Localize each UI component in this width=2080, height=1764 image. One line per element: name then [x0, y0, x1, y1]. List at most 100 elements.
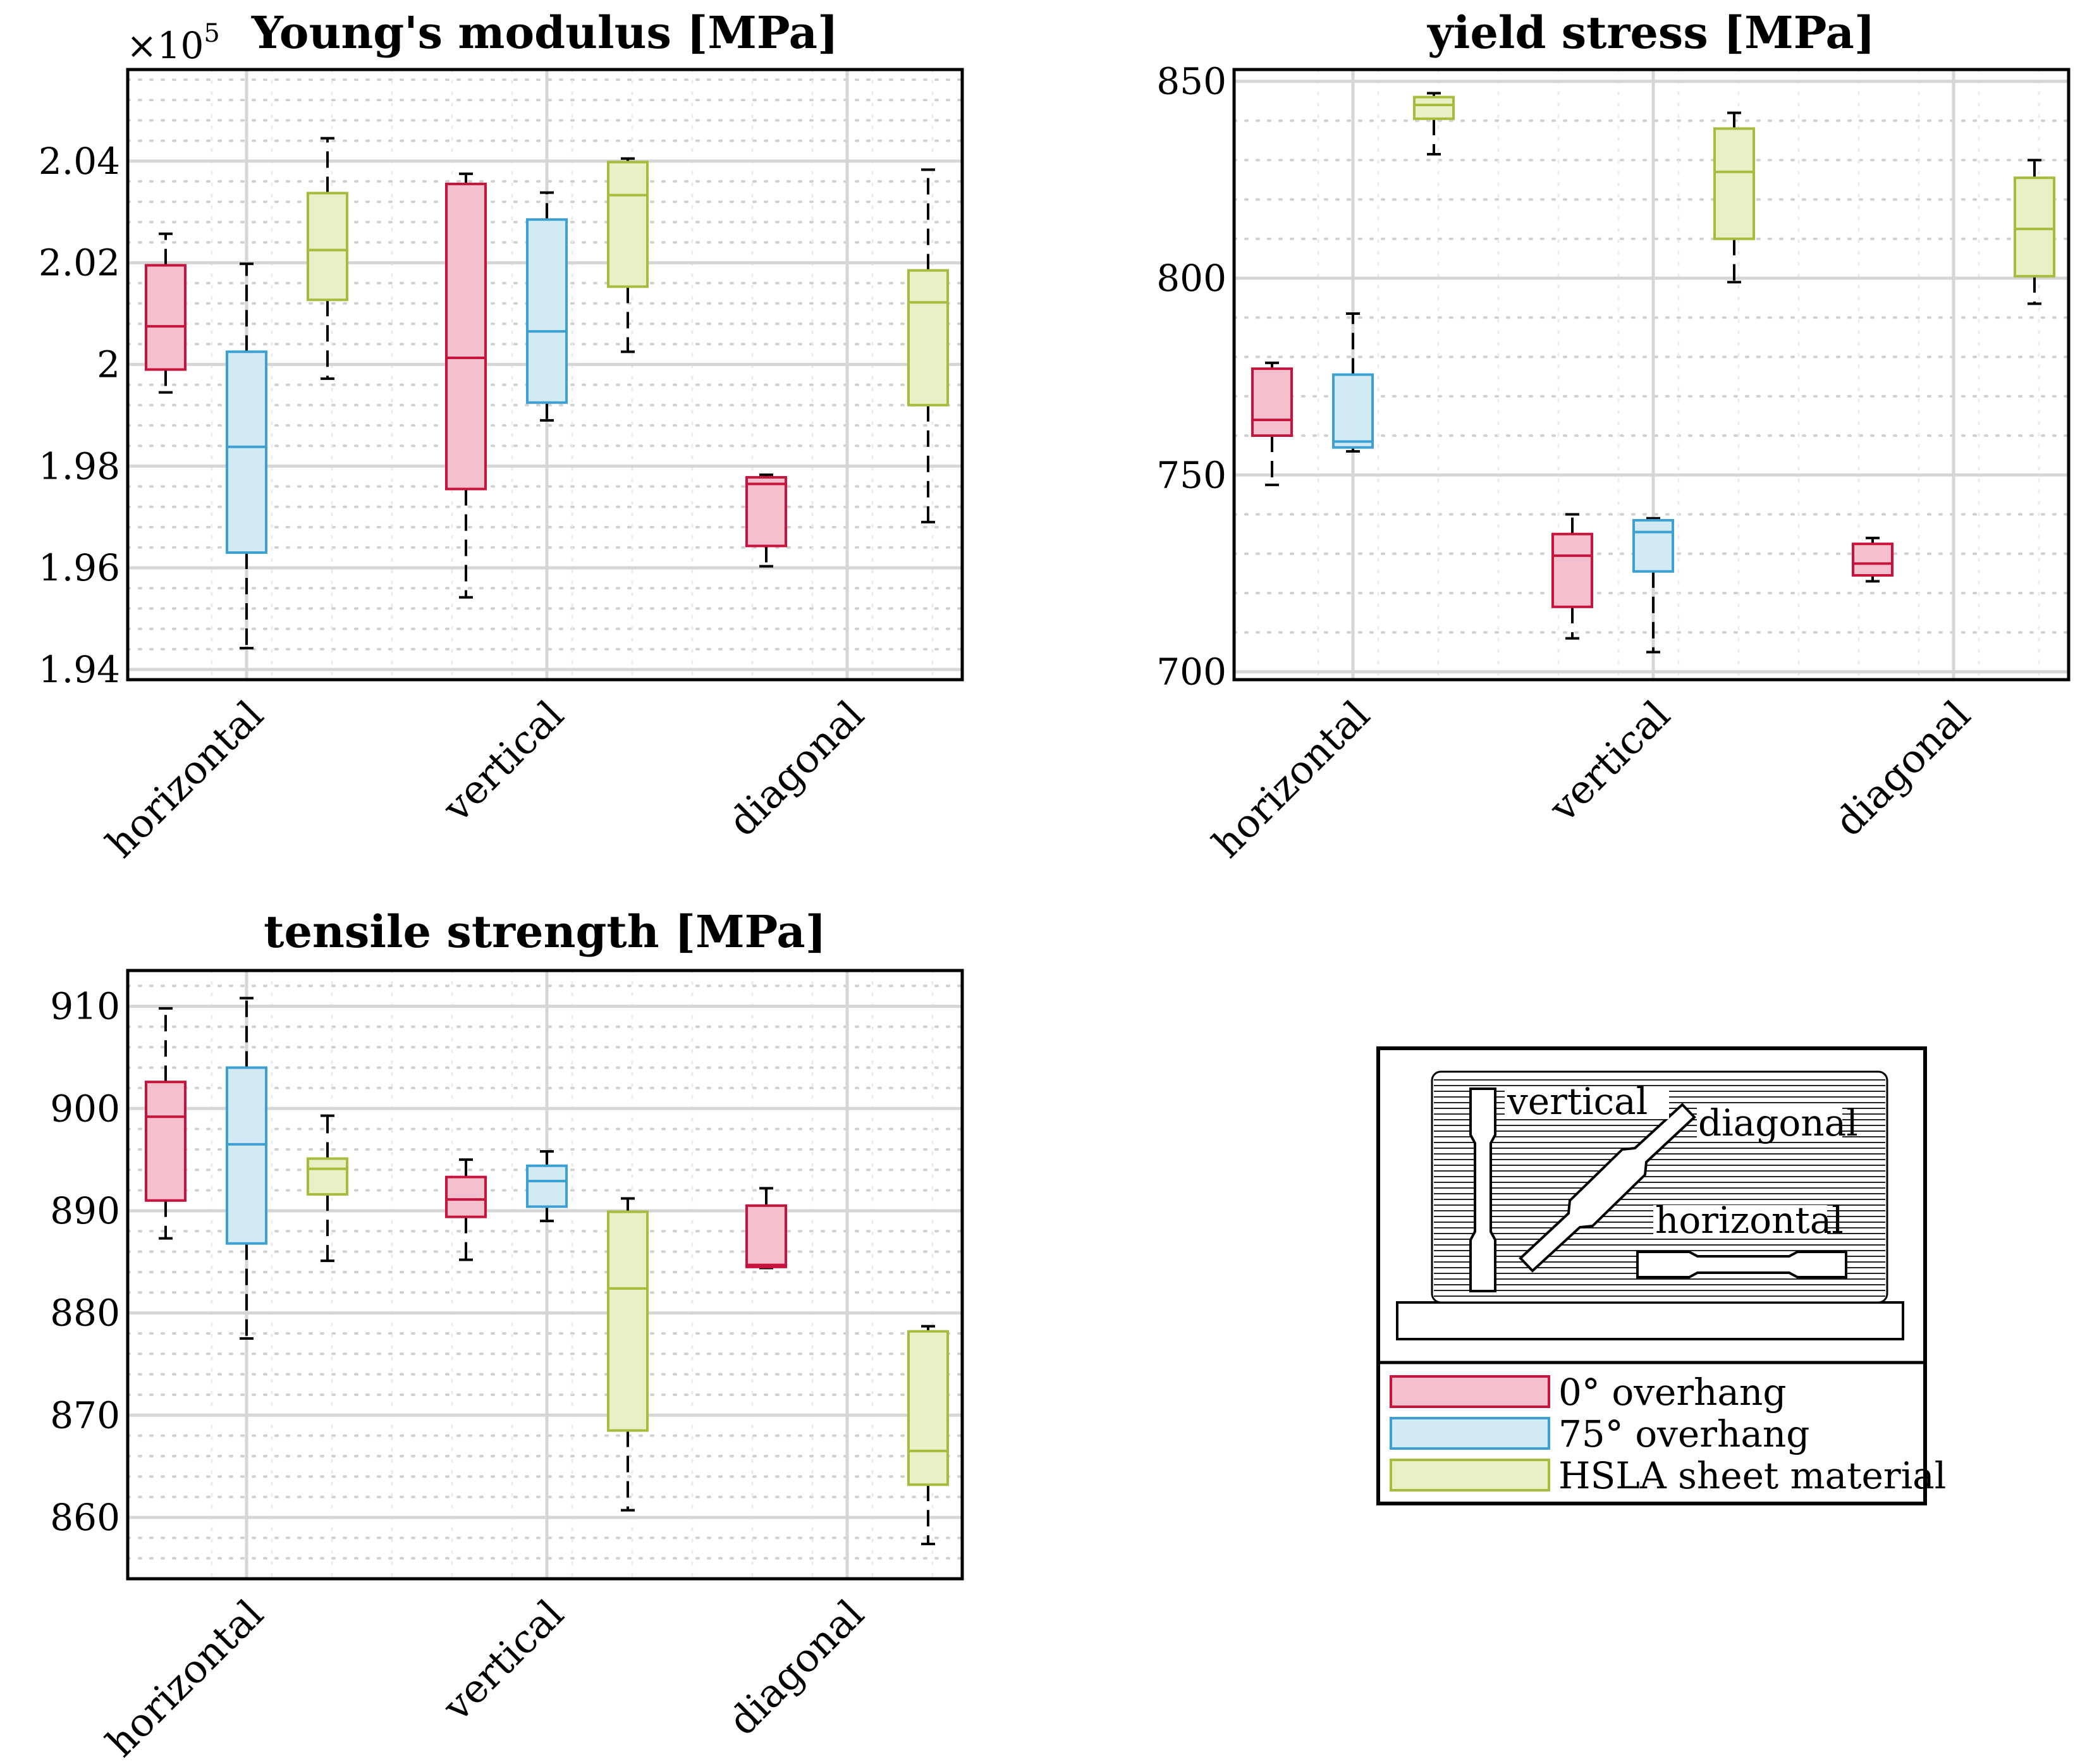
box-seventyfive-vertical [526, 1150, 568, 1223]
vertical-specimen [1469, 1087, 1496, 1292]
box-iqr [2014, 176, 2055, 278]
label-bg-horizontal [1653, 1205, 1827, 1238]
y-tick-label: 870 [50, 1393, 120, 1436]
y-axis-multiplier: ×105 [126, 19, 220, 67]
box-series [145, 137, 949, 650]
box-iqr [1551, 532, 1593, 608]
box-zero-vertical [445, 1158, 487, 1261]
category-label: horizontal [1204, 692, 1379, 867]
grid [126, 68, 964, 681]
category-label: horizontal [97, 692, 272, 867]
legend-swatch-zero-overhang [1390, 1375, 1550, 1408]
y-tick-label: 750 [1156, 453, 1227, 496]
label-bg-diagonal [1697, 1108, 1842, 1141]
legend-label-75-overhang: 75° overhang [1558, 1412, 1809, 1455]
category-labels: horizontal vertical diagonal [97, 692, 873, 867]
plot-background [128, 971, 962, 1579]
box-zero-diagonal [745, 1187, 787, 1270]
box-zero-horizontal [145, 1007, 187, 1240]
box-zero-vertical [1551, 513, 1593, 640]
y-axis-multiplier-base: ×10 [126, 24, 204, 67]
y-tick-labels: 1.94 1.96 1.98 2 2.02 2.04 [39, 140, 120, 691]
box-seventyfive-horizontal [1332, 312, 1374, 453]
box-seventyfive-horizontal [226, 996, 267, 1340]
box-iqr [445, 1175, 487, 1218]
box-iqr [1251, 367, 1293, 438]
category-label: diagonal [719, 692, 873, 845]
build-platform [1396, 1301, 1904, 1340]
box-seventyfive-vertical [526, 191, 568, 422]
box-iqr [1632, 518, 1674, 573]
box-hsla-diagonal [907, 1325, 949, 1546]
category-labels: horizontal vertical diagonal [97, 1591, 873, 1764]
box-hsla-vertical [1713, 111, 1755, 284]
y-tick-label: 1.96 [39, 546, 120, 589]
legend-item-zero-overhang: 0° overhang [1390, 1371, 1787, 1414]
box-zero-horizontal [145, 232, 187, 394]
label-diagonal: diagonal [1698, 1101, 1858, 1144]
plot-frame [1232, 68, 2071, 682]
chart-title: yield stress [MPa] [1427, 6, 1875, 59]
youngs-modulus-chart: 1.94 1.96 1.98 2 2.02 2.04 horizontal vertical… [39, 6, 964, 867]
y-tick-label: 700 [1156, 651, 1227, 694]
box-zero-diagonal [1852, 536, 1893, 583]
y-tick-label: 910 [50, 985, 120, 1028]
category-labels: horizontal vertical diagonal [1204, 692, 1979, 867]
diagonal-specimen [1519, 1103, 1696, 1273]
box-hsla-horizontal [307, 137, 348, 380]
schematic-legend-box: vertical diagonal horizontal 0° overhang… [1376, 1046, 1946, 1505]
legend-item-75-overhang: 75° overhang [1390, 1412, 1809, 1455]
box-iqr [745, 1204, 787, 1268]
chart-title: tensile strength [MPa] [264, 905, 826, 958]
box-iqr [526, 1164, 568, 1208]
box-iqr [307, 192, 348, 302]
y-tick-label: 860 [50, 1496, 120, 1539]
y-tick-labels: 700 750 800 850 [1156, 60, 1227, 694]
category-label: vertical [433, 1591, 572, 1730]
box-zero-diagonal [745, 473, 787, 568]
box-iqr [907, 269, 949, 407]
legend-swatch-75-overhang [1390, 1417, 1550, 1450]
y-tick-label: 890 [50, 1189, 120, 1232]
box-seventyfive-vertical [1632, 517, 1674, 654]
box-iqr [307, 1157, 348, 1196]
box-hsla-vertical [607, 1197, 649, 1512]
box-hsla-diagonal [907, 168, 949, 524]
box-iqr [1713, 127, 1755, 240]
category-label: vertical [433, 692, 572, 831]
legend-label-hsla: HSLA sheet material [1558, 1454, 1946, 1497]
y-tick-label: 900 [50, 1087, 120, 1130]
y-tick-label: 2 [97, 343, 120, 386]
box-iqr [745, 475, 787, 548]
legend-swatch-hsla [1390, 1459, 1550, 1491]
y-axis-multiplier-exponent: 5 [204, 19, 219, 48]
legend: 0° overhang 75° overhang HSLA sheet mate… [1390, 1371, 1946, 1497]
box-series [145, 996, 949, 1546]
label-horizontal: horizontal [1655, 1199, 1844, 1242]
box-zero-vertical [445, 172, 487, 599]
horizontal-specimen [1636, 1251, 1847, 1278]
y-tick-label: 800 [1156, 257, 1227, 300]
label-vertical: vertical [1507, 1080, 1648, 1123]
box-iqr [526, 218, 568, 404]
box-iqr [607, 161, 649, 288]
box-iqr [907, 1330, 949, 1486]
box-iqr [1413, 95, 1455, 120]
legend-label-zero-overhang: 0° overhang [1558, 1371, 1787, 1414]
box-series [1251, 92, 2055, 654]
category-label: diagonal [1826, 692, 1979, 845]
box-iqr [1852, 542, 1893, 577]
category-label: diagonal [719, 1591, 873, 1744]
chart-title: Young's modulus [MPa] [251, 6, 838, 59]
box-zero-horizontal [1251, 361, 1293, 486]
box-hsla-diagonal [2014, 159, 2055, 305]
y-tick-labels: 860 870 880 890 900 910 [50, 985, 120, 1539]
box-iqr [607, 1210, 649, 1432]
box-iqr [1332, 373, 1374, 449]
box-hsla-vertical [607, 157, 649, 353]
y-tick-label: 850 [1156, 60, 1227, 103]
category-label: vertical [1539, 692, 1679, 831]
plot-frame [126, 68, 964, 682]
plot-frame [126, 969, 964, 1581]
